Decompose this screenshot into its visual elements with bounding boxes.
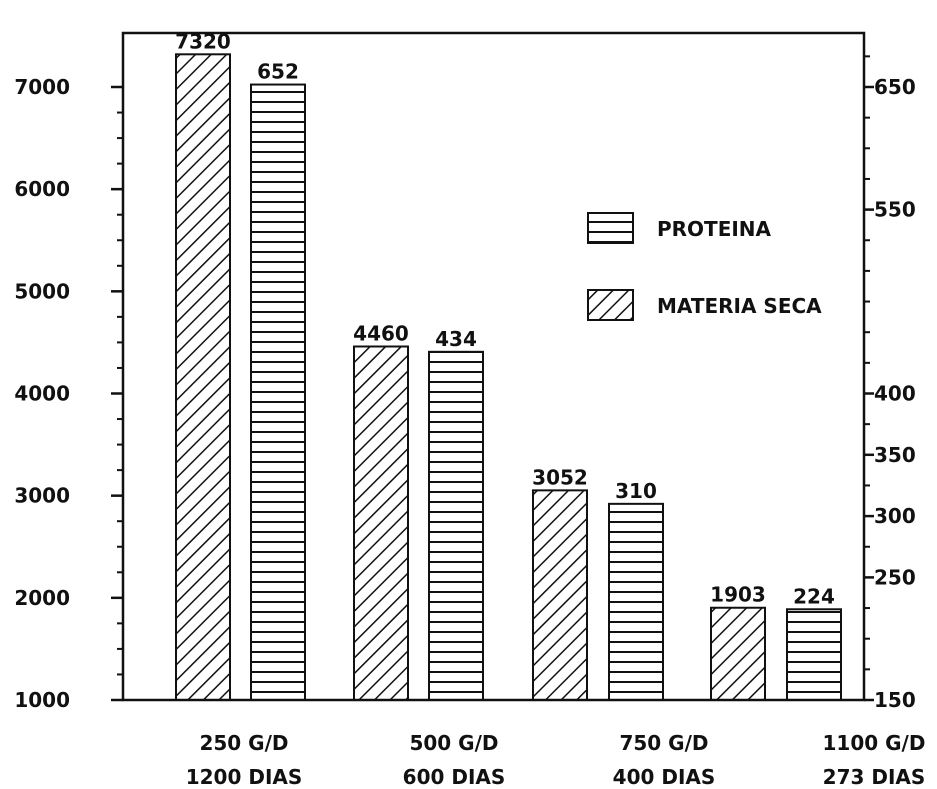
left-tick-label: 7000 (14, 75, 70, 99)
left-tick-label: 1000 (14, 688, 70, 712)
bar-proteina (428, 350, 484, 701)
bar-materia-seca (532, 489, 588, 701)
left-tick-label: 6000 (14, 177, 70, 201)
value-label-proteina: 224 (793, 584, 835, 608)
category-label-days: 273 DIAS (823, 765, 926, 789)
category-label-rate: 500 G/D (409, 731, 498, 755)
left-axis: 1000 2000 3000 4000 5000 6000 7000 (14, 75, 123, 712)
left-tick-label: 4000 (14, 382, 70, 406)
right-tick-label: 300 (874, 504, 916, 528)
bar-materia-seca (710, 606, 766, 702)
value-label-materia-seca: 4460 (353, 322, 409, 346)
value-label-materia-seca: 1903 (710, 583, 766, 607)
right-tick-label: 650 (874, 75, 916, 99)
bar-materia-seca (353, 345, 409, 701)
legend-label-proteina: PROTEINA (657, 217, 772, 241)
category-label-days: 1200 DIAS (186, 765, 303, 789)
left-tick-label: 5000 (14, 279, 70, 303)
right-tick-label: 550 (874, 198, 916, 222)
value-label-proteina: 434 (435, 327, 477, 351)
left-tick-label: 2000 (14, 586, 70, 610)
bar-proteina (786, 608, 842, 701)
legend-label-materia-seca: MATERIA SECA (657, 294, 822, 318)
value-label-proteina: 652 (257, 60, 299, 84)
value-label-materia-seca: 7320 (175, 29, 231, 53)
category-labels: 250 G/D 1200 DIAS 500 G/D 600 DIAS 750 G/D 40… (186, 731, 926, 789)
legend: PROTEINA MATERIA SECA (587, 212, 822, 321)
right-tick-label: 150 (874, 688, 916, 712)
right-tick-label: 250 (874, 565, 916, 589)
category-label-days: 600 DIAS (403, 765, 506, 789)
plot-frame (121, 31, 866, 702)
left-tick-label: 3000 (14, 484, 70, 508)
category-label-rate: 750 G/D (619, 731, 708, 755)
right-tick-label: 400 (874, 382, 916, 406)
value-labels: 7320 4460 3052 1903 652 434 310 224 (175, 29, 835, 608)
category-label-days: 400 DIAS (613, 765, 716, 789)
category-label-rate: 1100 G/D (823, 731, 926, 755)
value-label-proteina: 310 (615, 479, 657, 503)
legend-swatch-materia-seca (587, 289, 634, 321)
category-label-rate: 250 G/D (199, 731, 288, 755)
bars (175, 53, 842, 702)
value-label-materia-seca: 3052 (532, 465, 588, 489)
right-axis: 150 250 300 350 400 550 650 (864, 55, 916, 712)
bar-proteina (608, 502, 664, 701)
legend-swatch-proteina (587, 212, 634, 244)
bar-materia-seca (175, 53, 231, 702)
right-tick-label: 350 (874, 443, 916, 467)
bar-proteina (250, 83, 306, 702)
